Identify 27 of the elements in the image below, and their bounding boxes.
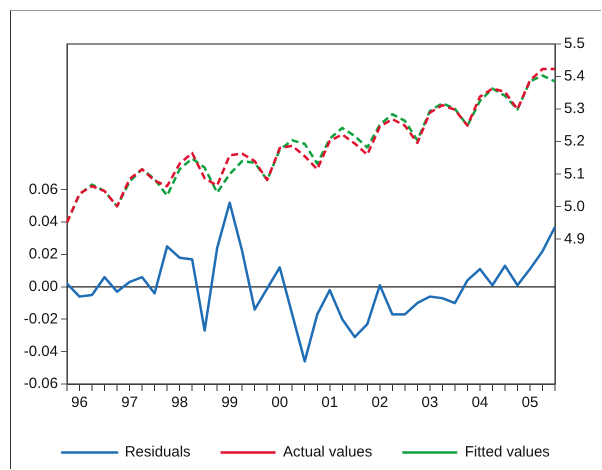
y-tick-label: -0.06 xyxy=(24,375,58,392)
y2-tick-label: 4.9 xyxy=(564,230,585,248)
legend-label: Actual values xyxy=(283,444,372,461)
y2-tick-label: 5.2 xyxy=(564,132,585,150)
y-tick-label: 0.02 xyxy=(28,246,58,263)
y-tick-label: 0.06 xyxy=(28,180,58,198)
x-tick-label: 01 xyxy=(321,394,338,412)
x-tick-label: 96 xyxy=(71,394,88,412)
y2-tick-label: 5.5 xyxy=(564,35,585,52)
x-tick-label: 97 xyxy=(121,394,138,412)
y-tick-label: 0.04 xyxy=(28,213,58,230)
y2-tick-label: 5.0 xyxy=(564,198,585,215)
y2-tick-label: 5.3 xyxy=(564,100,585,118)
x-tick-label: 05 xyxy=(522,394,538,412)
legend-label: Fitted values xyxy=(464,444,550,461)
legend-label: Residuals xyxy=(124,444,191,461)
x-tick-label: 99 xyxy=(221,394,238,412)
x-tick-label: 04 xyxy=(472,394,488,412)
y-tick-label: -0.02 xyxy=(24,310,58,328)
y2-tick-label: 5.4 xyxy=(564,68,585,85)
x-tick-label: 02 xyxy=(371,394,388,412)
y-tick-label: 0.00 xyxy=(28,278,58,295)
y2-tick-label: 5.1 xyxy=(564,165,585,182)
x-tick-label: 03 xyxy=(422,394,438,412)
x-tick-label: 98 xyxy=(171,394,188,412)
x-tick-label: 00 xyxy=(271,394,288,412)
y-tick-label: -0.04 xyxy=(24,342,58,360)
